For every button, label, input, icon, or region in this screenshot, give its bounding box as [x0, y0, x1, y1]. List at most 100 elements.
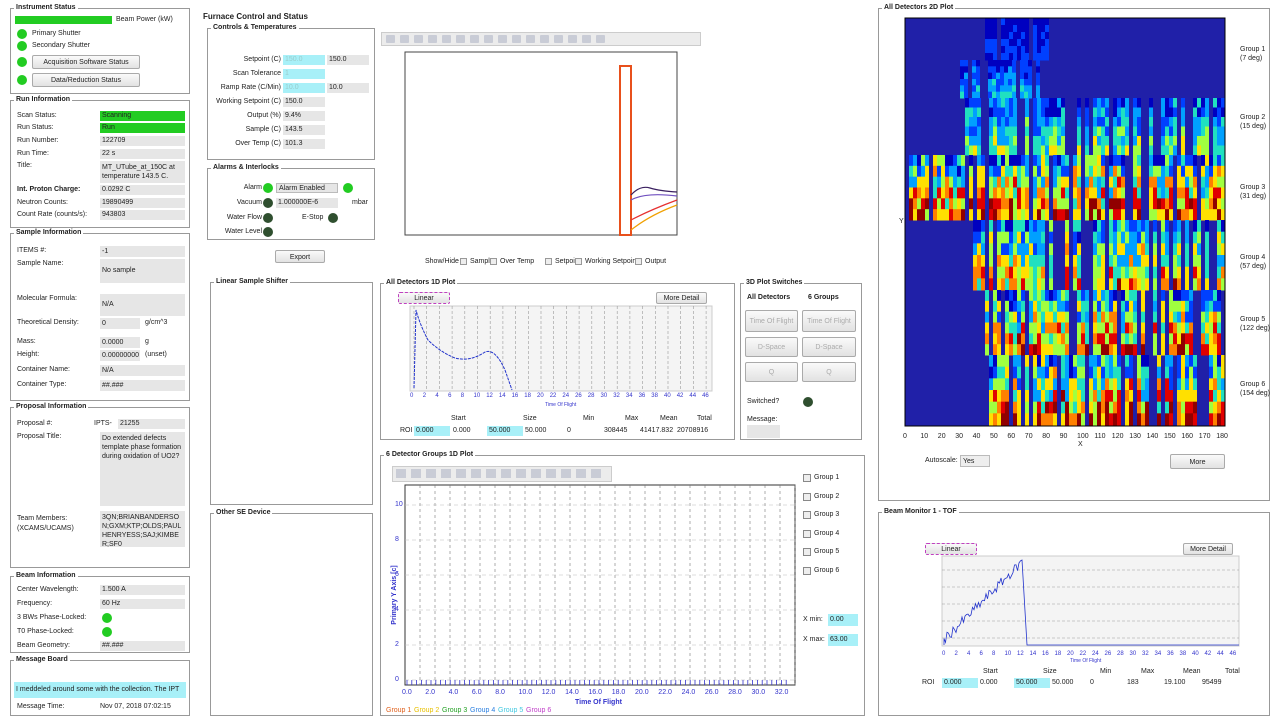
- heatmap-cell: [1113, 145, 1117, 156]
- roi-header: Total: [1225, 668, 1240, 675]
- button[interactable]: Q: [802, 362, 856, 382]
- heatmap-cell: [1181, 355, 1185, 368]
- toolbar-icon[interactable]: [546, 469, 556, 478]
- button[interactable]: Linear: [925, 543, 977, 555]
- toolbar-icon[interactable]: [554, 35, 563, 43]
- toolbar-icon[interactable]: [386, 35, 395, 43]
- toolbar-icon[interactable]: [486, 469, 496, 478]
- toolbar-icon[interactable]: [471, 469, 481, 478]
- button[interactable]: More Detail: [1183, 543, 1233, 555]
- value-field: ##.###: [100, 380, 185, 391]
- toolbar-icon[interactable]: [516, 469, 526, 478]
- checkbox[interactable]: [803, 567, 811, 575]
- toolbar-icon[interactable]: [426, 469, 436, 478]
- toolbar-icon[interactable]: [540, 35, 549, 43]
- toolbar-icon[interactable]: [591, 469, 601, 478]
- button[interactable]: Acquisition Software Status: [32, 55, 140, 69]
- checkbox[interactable]: [803, 529, 811, 538]
- toolbar-icon[interactable]: [526, 35, 535, 43]
- button[interactable]: Time Of Flight: [745, 310, 798, 332]
- x-tick-label: 28: [1117, 651, 1124, 657]
- toolbar-icon[interactable]: [531, 469, 541, 478]
- heatmap-cell: [945, 155, 949, 167]
- button[interactable]: Q: [745, 362, 798, 382]
- x-tick-label: 10.0: [518, 689, 533, 696]
- button[interactable]: D-Space: [745, 337, 798, 357]
- toolbar-icon[interactable]: [498, 35, 507, 43]
- toolbar-icon[interactable]: [582, 35, 591, 43]
- heatmap-cell: [1025, 165, 1029, 178]
- heatmap-cell: [1097, 290, 1101, 302]
- heatmap-cell: [1201, 165, 1205, 178]
- toolbar-icon[interactable]: [400, 35, 409, 43]
- heatmap-cell: [1001, 198, 1005, 210]
- roi-header: Start: [983, 668, 998, 675]
- value-field: 19.100: [1162, 678, 1198, 688]
- heatmap-cell: [989, 46, 993, 54]
- heatmap-cell: [1129, 366, 1133, 379]
- toolbar-icon[interactable]: [576, 469, 586, 478]
- toolbar-icon[interactable]: [470, 35, 479, 43]
- heatmap-cell: [1213, 176, 1217, 188]
- heatmap-cell: [1005, 220, 1009, 233]
- toolbar-icon[interactable]: [484, 35, 493, 43]
- value-field[interactable]: 0.00: [828, 614, 858, 626]
- heatmap-cell: [1205, 198, 1209, 210]
- heatmap-cell: [1081, 300, 1085, 313]
- button[interactable]: D-Space: [802, 337, 856, 357]
- group-title: Linear Sample Shifter: [214, 277, 290, 287]
- heatmap-cell: [1197, 107, 1201, 118]
- button[interactable]: More Detail: [656, 292, 707, 304]
- label: Over Temp (C): [235, 140, 281, 147]
- checkbox[interactable]: [545, 258, 552, 265]
- value-field[interactable]: Alarm Enabled: [276, 183, 338, 193]
- heatmap-cell: [1113, 220, 1117, 233]
- toolbar-icon[interactable]: [442, 35, 451, 43]
- toolbar-icon[interactable]: [456, 35, 465, 43]
- button[interactable]: More: [1170, 454, 1225, 469]
- heatmap-cell: [1205, 266, 1209, 279]
- heatmap-cell: [1101, 209, 1105, 221]
- heatmap-cell: [1057, 165, 1061, 178]
- heatmap-cell: [1173, 266, 1177, 279]
- toolbar-icon[interactable]: [512, 35, 521, 43]
- heatmap-cell: [1077, 187, 1081, 199]
- toolbar-icon[interactable]: [411, 469, 421, 478]
- checkbox[interactable]: [803, 548, 811, 557]
- toolbar-icon[interactable]: [456, 469, 466, 478]
- button[interactable]: Export: [275, 250, 325, 263]
- toolbar-icon[interactable]: [428, 35, 437, 43]
- toolbar-icon[interactable]: [596, 35, 605, 43]
- heatmap-cell: [1012, 85, 1016, 93]
- value-field[interactable]: Yes: [960, 455, 990, 467]
- value-field: ##.###: [100, 641, 185, 651]
- value-field[interactable]: 1: [283, 69, 325, 79]
- heatmap-cell: [1073, 231, 1077, 244]
- toolbar-icon[interactable]: [396, 469, 406, 478]
- heatmap-cell: [1041, 355, 1045, 368]
- checkbox[interactable]: [635, 258, 642, 265]
- checkbox[interactable]: [803, 511, 811, 520]
- button[interactable]: Data/Reduction Status: [32, 73, 140, 87]
- checkbox[interactable]: [803, 474, 811, 482]
- checkbox[interactable]: [575, 258, 582, 265]
- toolbar-icon[interactable]: [568, 35, 577, 43]
- checkbox[interactable]: [460, 258, 467, 265]
- heatmap-cell: [973, 231, 977, 244]
- toolbar-icon[interactable]: [441, 469, 451, 478]
- heatmap-cell: [1065, 300, 1069, 313]
- toolbar-icon[interactable]: [414, 35, 423, 43]
- checkbox[interactable]: [490, 258, 497, 265]
- x-tick-label: 24: [1092, 651, 1099, 657]
- button[interactable]: Linear: [398, 292, 450, 304]
- value-field[interactable]: 10.0: [283, 83, 325, 93]
- checkbox[interactable]: [803, 492, 811, 501]
- button[interactable]: Time Of Flight: [802, 310, 856, 332]
- value-field[interactable]: 63.00: [828, 634, 858, 646]
- heatmap-cell: [993, 300, 997, 313]
- heatmap-cell: [961, 165, 965, 178]
- value-field[interactable]: 150.0: [283, 55, 325, 65]
- heatmap-cell: [1217, 176, 1221, 188]
- toolbar-icon[interactable]: [561, 469, 571, 478]
- toolbar-icon[interactable]: [501, 469, 511, 478]
